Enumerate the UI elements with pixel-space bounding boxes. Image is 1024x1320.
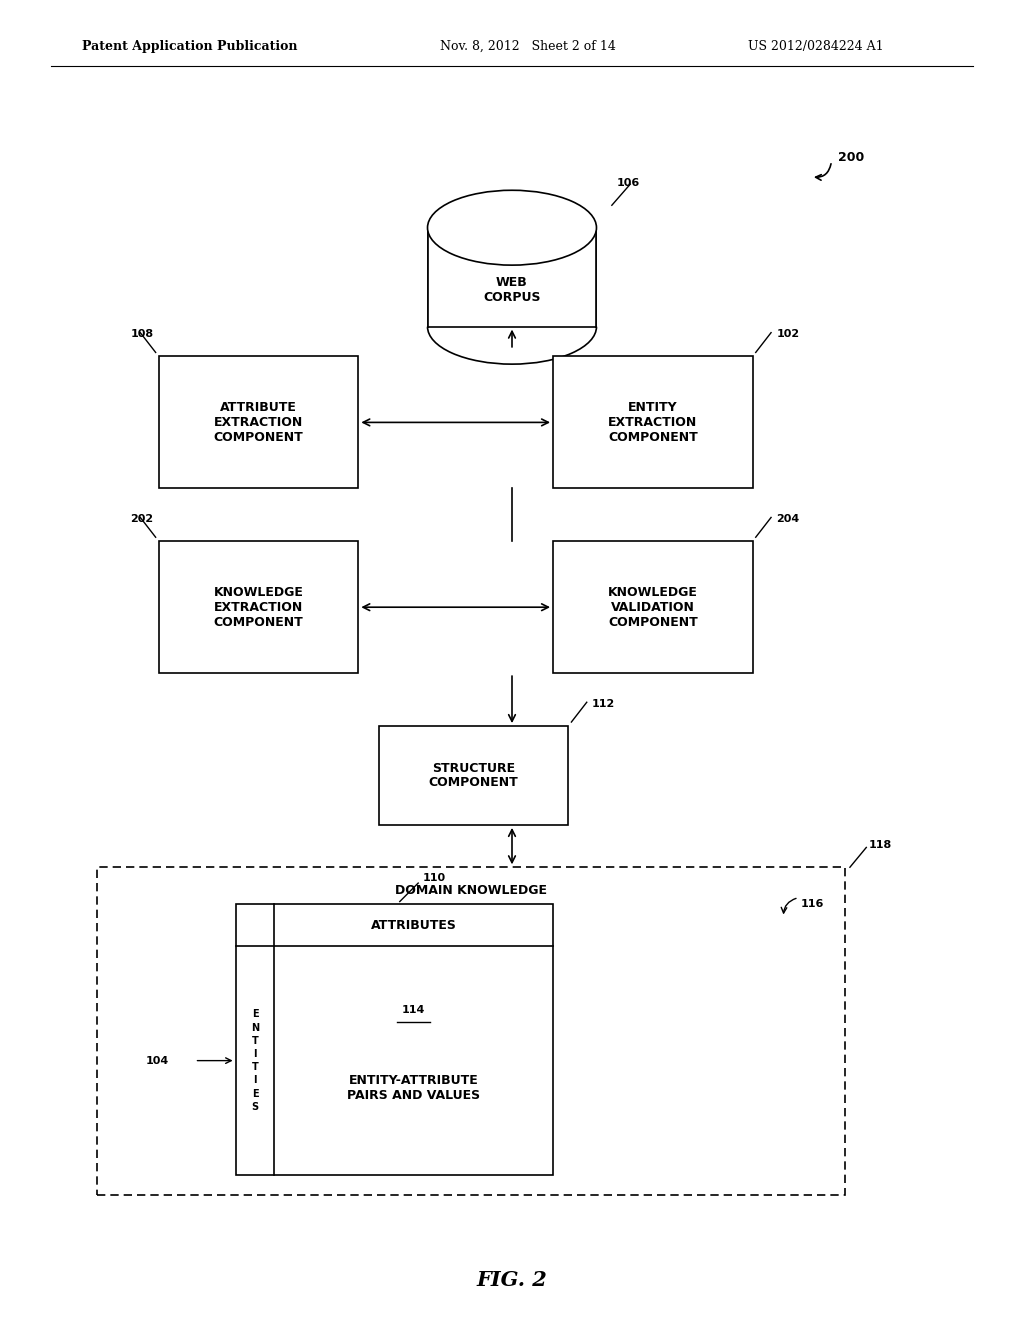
Text: 204: 204 [776, 513, 800, 524]
Text: Nov. 8, 2012   Sheet 2 of 14: Nov. 8, 2012 Sheet 2 of 14 [440, 40, 616, 53]
Bar [159, 541, 358, 673]
Text: 110: 110 [422, 873, 445, 883]
Text: 108: 108 [130, 329, 154, 339]
Text: STRUCTURE
COMPONENT: STRUCTURE COMPONENT [429, 762, 518, 789]
Text: KNOWLEDGE
VALIDATION
COMPONENT: KNOWLEDGE VALIDATION COMPONENT [608, 586, 697, 628]
Bar [97, 867, 845, 1195]
Text: 114: 114 [402, 1006, 425, 1015]
Text: KNOWLEDGE
EXTRACTION
COMPONENT: KNOWLEDGE EXTRACTION COMPONENT [214, 586, 303, 628]
Bar [159, 356, 358, 488]
Text: ENTITY-ATTRIBUTE
PAIRS AND VALUES: ENTITY-ATTRIBUTE PAIRS AND VALUES [347, 1074, 480, 1102]
Text: FIG. 2: FIG. 2 [476, 1270, 548, 1291]
Text: ATTRIBUTES: ATTRIBUTES [371, 919, 457, 932]
Text: 118: 118 [868, 840, 892, 850]
Ellipse shape [428, 190, 596, 265]
Text: 102: 102 [776, 329, 800, 339]
Text: 112: 112 [592, 698, 615, 709]
Text: ATTRIBUTE
EXTRACTION
COMPONENT: ATTRIBUTE EXTRACTION COMPONENT [214, 401, 303, 444]
Bar [379, 726, 568, 825]
Text: US 2012/0284224 A1: US 2012/0284224 A1 [748, 40, 883, 53]
Bar [236, 904, 553, 1175]
Text: 116: 116 [801, 899, 824, 909]
Text: WEB
CORPUS: WEB CORPUS [483, 276, 541, 305]
Text: E
N
T
I
T
I
E
S: E N T I T I E S [251, 1010, 259, 1111]
Bar [553, 356, 753, 488]
Bar [428, 227, 596, 326]
Text: 104: 104 [145, 1056, 169, 1065]
Text: ENTITY
EXTRACTION
COMPONENT: ENTITY EXTRACTION COMPONENT [608, 401, 697, 444]
Bar [553, 541, 753, 673]
Text: 200: 200 [838, 150, 864, 164]
Text: 106: 106 [616, 178, 640, 187]
Text: Patent Application Publication: Patent Application Publication [82, 40, 297, 53]
Text: 202: 202 [130, 513, 154, 524]
Text: DOMAIN KNOWLEDGE: DOMAIN KNOWLEDGE [395, 884, 547, 898]
